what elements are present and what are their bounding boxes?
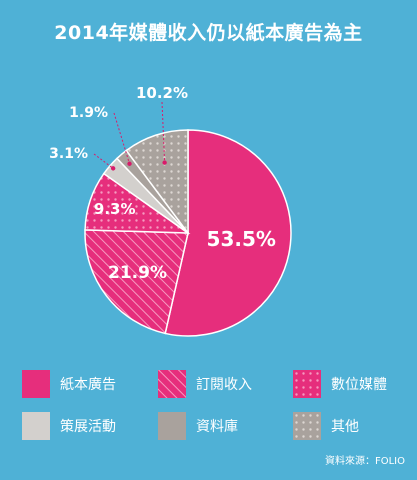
leader-line-database [113,112,130,164]
legend-swatch-events [22,412,50,440]
legend-swatch-digital [293,370,321,398]
leader-dot-database [127,161,132,166]
leader-dot-other [162,160,167,165]
legend-swatch-database [158,412,186,440]
data-label-other: 10.2% [136,84,188,102]
data-label-digital: 9.3% [94,200,136,218]
legend-label-print-ads: 紙本廣告 [60,377,116,393]
legend-item-database: 資料庫 [158,412,238,440]
pie-slice-subscription [84,229,189,335]
legend-item-subscription: 訂閱收入 [158,370,252,398]
legend-label-other: 其他 [331,419,359,435]
pie-chart: 53.5% 21.9% 9.3% 3.1% 1.9% 10.2% [49,84,292,337]
legend: 紙本廣告 訂閱收入 數位媒體 策展活動 資料庫 其他 [0,370,417,450]
data-label-subscription: 21.9% [108,263,167,283]
data-label-print-ads: 53.5% [207,227,276,251]
source-note: 資料來源：FOLIO [324,456,405,467]
data-label-events: 3.1% [49,146,88,162]
chart-title: 2014年媒體收入仍以紙本廣告為主 [54,22,363,44]
legend-swatch-other [293,412,321,440]
legend-label-digital: 數位媒體 [331,377,387,393]
legend-item-events: 策展活動 [22,412,116,440]
data-label-database: 1.9% [69,105,108,121]
legend-label-database: 資料庫 [196,419,238,435]
legend-label-events: 策展活動 [60,419,116,435]
legend-swatch-subscription [158,370,186,398]
pie-slice-print-ads [164,129,292,337]
legend-item-print-ads: 紙本廣告 [22,370,116,398]
legend-swatch-print-ads [22,370,50,398]
leader-line-events [93,153,114,169]
pie-slice-other [125,129,189,236]
leader-dot-events [110,166,116,171]
legend-item-digital: 數位媒體 [293,370,387,398]
legend-item-other: 其他 [293,412,359,440]
legend-label-subscription: 訂閱收入 [196,377,252,393]
